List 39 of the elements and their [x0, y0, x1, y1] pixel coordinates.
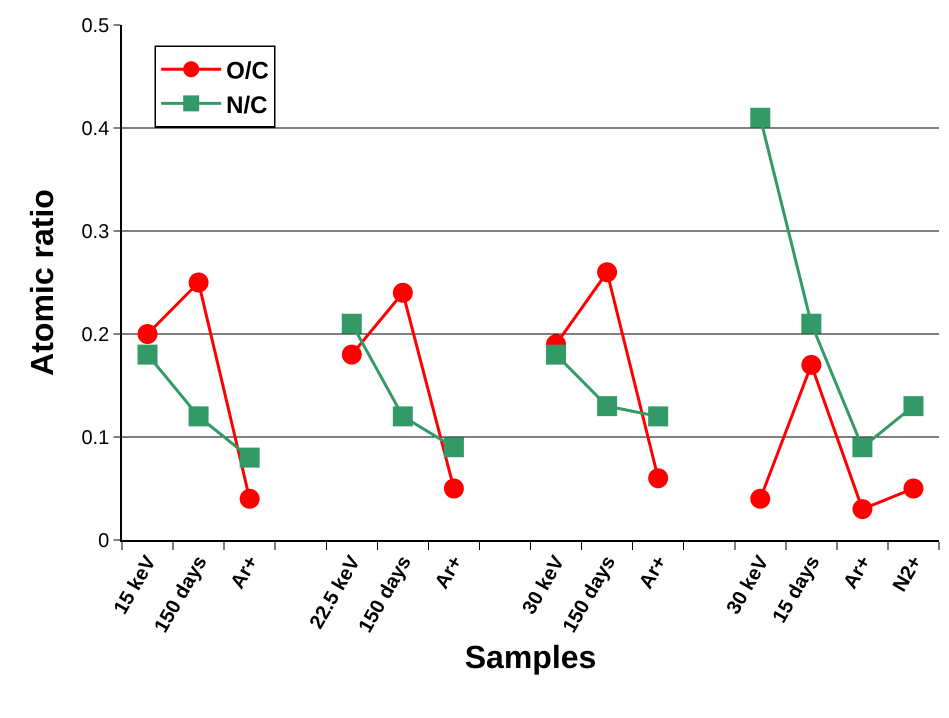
y-tick-label: 0.1: [81, 427, 110, 449]
point: [342, 344, 362, 365]
point: [392, 282, 413, 303]
x-axis-title: Samples: [464, 638, 596, 675]
y-tick-label: 0: [98, 530, 110, 552]
legend-label: O/C: [226, 58, 269, 85]
point: [342, 314, 362, 334]
point: [240, 488, 260, 509]
point: [750, 488, 770, 509]
point: [138, 324, 158, 344]
point: [852, 499, 872, 520]
legend-label: N/C: [226, 92, 268, 119]
x-tick-label: Ar+: [226, 552, 263, 593]
y-tick-label: 0.5: [81, 15, 110, 37]
y-tick-label: 0.2: [81, 324, 110, 346]
point: [444, 478, 464, 498]
x-tick-label: Ar+: [839, 552, 876, 593]
point: [852, 437, 872, 458]
point: [188, 272, 209, 292]
point: [903, 478, 924, 498]
y-axis-title: Atomic ratio: [24, 189, 60, 376]
y-tick-label: 0.3: [81, 221, 110, 243]
point: [801, 354, 822, 375]
point: [392, 406, 413, 426]
point: [138, 344, 158, 365]
point: [750, 108, 770, 128]
point: [801, 314, 822, 334]
point: [903, 396, 924, 416]
point: [597, 396, 618, 416]
x-tick-label: Ar+: [430, 552, 467, 593]
point: [597, 262, 618, 282]
point: [648, 406, 668, 426]
point: [240, 448, 260, 468]
point: [648, 468, 668, 488]
point: [188, 406, 209, 426]
x-tick-label: Ar+: [635, 552, 672, 593]
point: [546, 344, 566, 365]
point: [444, 437, 464, 458]
y-tick-label: 0.4: [81, 118, 110, 140]
